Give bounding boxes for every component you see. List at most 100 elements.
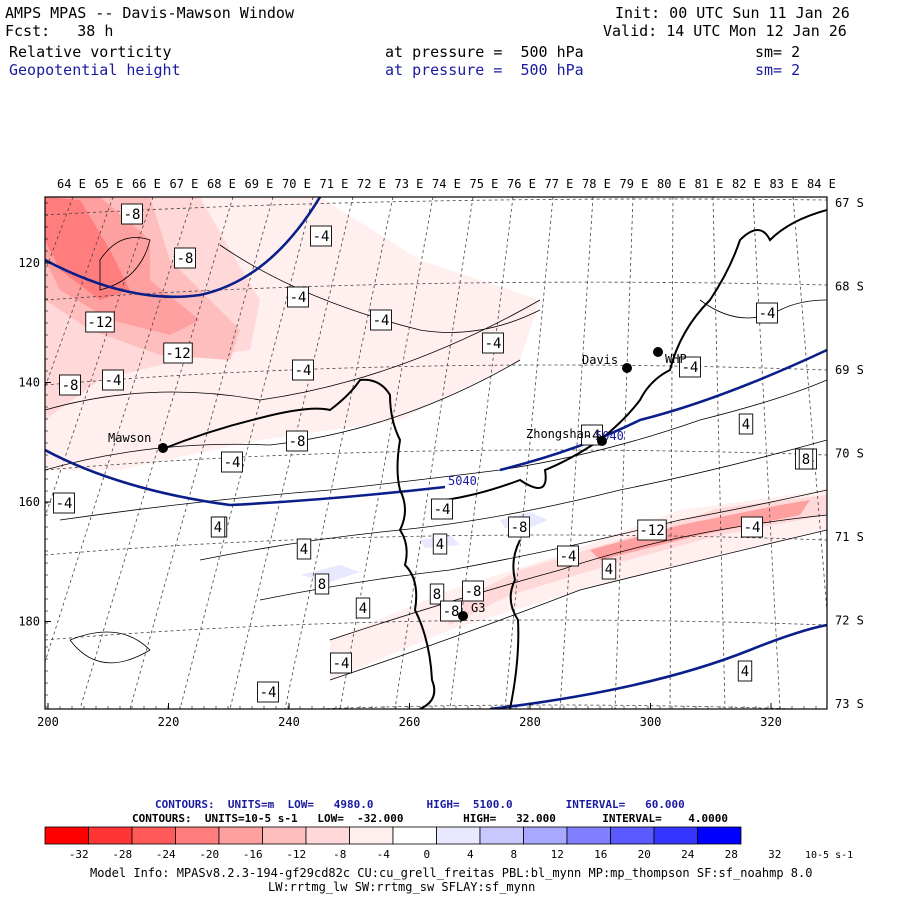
colorbar-tick-label: 32 <box>768 848 781 861</box>
colorbar-tick-label: -4 <box>377 848 391 861</box>
vort-label: 4 <box>742 417 750 433</box>
colorbar: -32 -28 -24 -20 -16 -12 -8 -4 0 4 8 12 16 20 24 28 32 10-… <box>44 826 853 861</box>
coastline <box>159 209 827 709</box>
vort-contour-11 <box>99 237 151 291</box>
colorbar-cell <box>697 826 742 845</box>
height-label-1: 5040 <box>448 474 477 488</box>
vort-label: -8 <box>289 434 306 450</box>
colorbar-tick-label: -16 <box>243 848 263 861</box>
vort-label-box <box>355 597 371 619</box>
vort-label-box <box>482 332 504 354</box>
vort-label-box <box>330 652 352 674</box>
plot-area <box>45 197 827 709</box>
vort-label: 4 <box>741 664 749 680</box>
lon-tick-label: 66 E <box>132 177 161 191</box>
vort-label-box <box>287 286 309 308</box>
vort-contour-10 <box>69 631 151 664</box>
colorbar-cell <box>349 826 394 845</box>
vort-band-se-12 <box>590 500 810 560</box>
vort-label: 8 <box>318 577 326 593</box>
lat-68s <box>45 281 827 301</box>
vort-band-nw-20 <box>45 197 130 300</box>
station-g3-dot <box>458 611 468 621</box>
vort-label-box <box>286 430 308 452</box>
model-info-line1: Model Info: MPASv8.2.3-194-gf29cd82c CU:… <box>90 866 813 880</box>
station-whp-dot <box>653 347 663 357</box>
vort-label: 8 <box>433 587 441 603</box>
height-contours-info: CONTOURS: UNITS=m LOW= 4980.0 HIGH= 5100… <box>155 798 685 811</box>
vort-label-box <box>210 516 226 538</box>
lat-69s <box>45 364 827 386</box>
vort-contour-3 <box>59 379 827 521</box>
station-zhongshan-label: Zhongshan <box>526 427 591 441</box>
vort-label: 4 <box>359 601 367 617</box>
colorbar-tick-label: -12 <box>286 848 306 861</box>
field2-level: at pressure = 500 hPa <box>385 61 584 79</box>
lon-tick-label: 73 E <box>395 177 424 191</box>
lon-tick-label: 64 E <box>57 177 86 191</box>
field2-name: Geopotential height <box>9 61 181 79</box>
vort-label-box <box>431 498 453 520</box>
lon-79e <box>669 197 674 709</box>
vorticity-shading <box>45 197 827 680</box>
y-tick-label: 140 <box>18 376 40 390</box>
height-contour-4980 <box>45 197 322 299</box>
valid-time: Valid: 14 UTC Mon 12 Jan 26 <box>603 22 847 40</box>
vort-contour-5 <box>259 489 827 601</box>
vort-label: -4 <box>485 336 502 352</box>
lon-tick-label: 81 E <box>695 177 724 191</box>
plot-frame <box>44 196 828 710</box>
station-g3-label: G3 <box>471 601 485 615</box>
vort-label: -4 <box>759 306 776 322</box>
lat-tick-label: 67 S <box>835 196 864 210</box>
colorbar-cell <box>305 826 350 845</box>
lon-tick-label: 80 E <box>657 177 686 191</box>
lon-81e <box>752 197 781 709</box>
vort-label: -8 <box>511 520 528 536</box>
x-tick-label: 220 <box>158 715 180 729</box>
lon-68e <box>79 197 234 709</box>
vort-label: -12 <box>87 315 112 331</box>
vort-label-box <box>296 538 312 560</box>
lon-82e <box>792 197 827 617</box>
vort-contour-2 <box>45 359 521 471</box>
colorbar-tick-label: 28 <box>725 848 738 861</box>
vort-label: -4 <box>333 656 350 672</box>
colorbar-cell <box>479 826 524 845</box>
coastline-east <box>444 209 827 501</box>
lon-77e <box>559 197 594 709</box>
lon-66e <box>45 197 154 518</box>
vort-label-box <box>738 413 754 435</box>
x-tick-label: 320 <box>760 715 782 729</box>
vort-label-box <box>440 600 462 622</box>
vort-label-box <box>292 359 314 381</box>
vort-label: 4 <box>300 542 308 558</box>
field2-sm: sm= 2 <box>755 61 801 79</box>
lon-tick-label: 79 E <box>620 177 649 191</box>
vort-label: -4 <box>224 455 241 471</box>
vort-label: 4 <box>436 537 444 553</box>
y-tick-label: 180 <box>18 615 40 629</box>
station-mawson-dot <box>158 443 168 453</box>
field1-level: at pressure = 500 hPa <box>385 43 584 61</box>
model-info-line2: LW:rrtmg_lw SW:rrtmg_sw SFLAY:sf_mynn <box>268 880 536 894</box>
vort-label-box <box>85 311 115 333</box>
vort-label: -4 <box>744 520 761 536</box>
vort-contours-info: CONTOURS: UNITS=10-5 s-1 LOW= -32.000 HI… <box>132 812 729 825</box>
vort-label-box <box>102 369 124 391</box>
right-latitude-axis: 67 S 68 S 69 S 70 S 71 S 72 S 73 S <box>835 196 864 711</box>
lat-70s <box>45 449 827 471</box>
vort-contour-1 <box>45 299 541 411</box>
top-longitude-axis: 64 E 65 E 66 E 67 E 68 E 69 E 70 E 71 E 72 E 73 E… <box>57 177 836 191</box>
lon-74e <box>394 197 474 709</box>
vort-contour-8 <box>219 244 541 333</box>
lon-65e <box>45 197 114 389</box>
vort-label: -8 <box>124 207 141 223</box>
vort-label: 4 <box>605 562 613 578</box>
lon-tick-label: 72 E <box>357 177 386 191</box>
vort-label-box <box>221 451 243 473</box>
vort-label: 4 <box>214 520 222 536</box>
vort-contour-9 <box>699 299 827 319</box>
vort-label-box <box>257 681 279 703</box>
lon-tick-label: 77 E <box>545 177 574 191</box>
